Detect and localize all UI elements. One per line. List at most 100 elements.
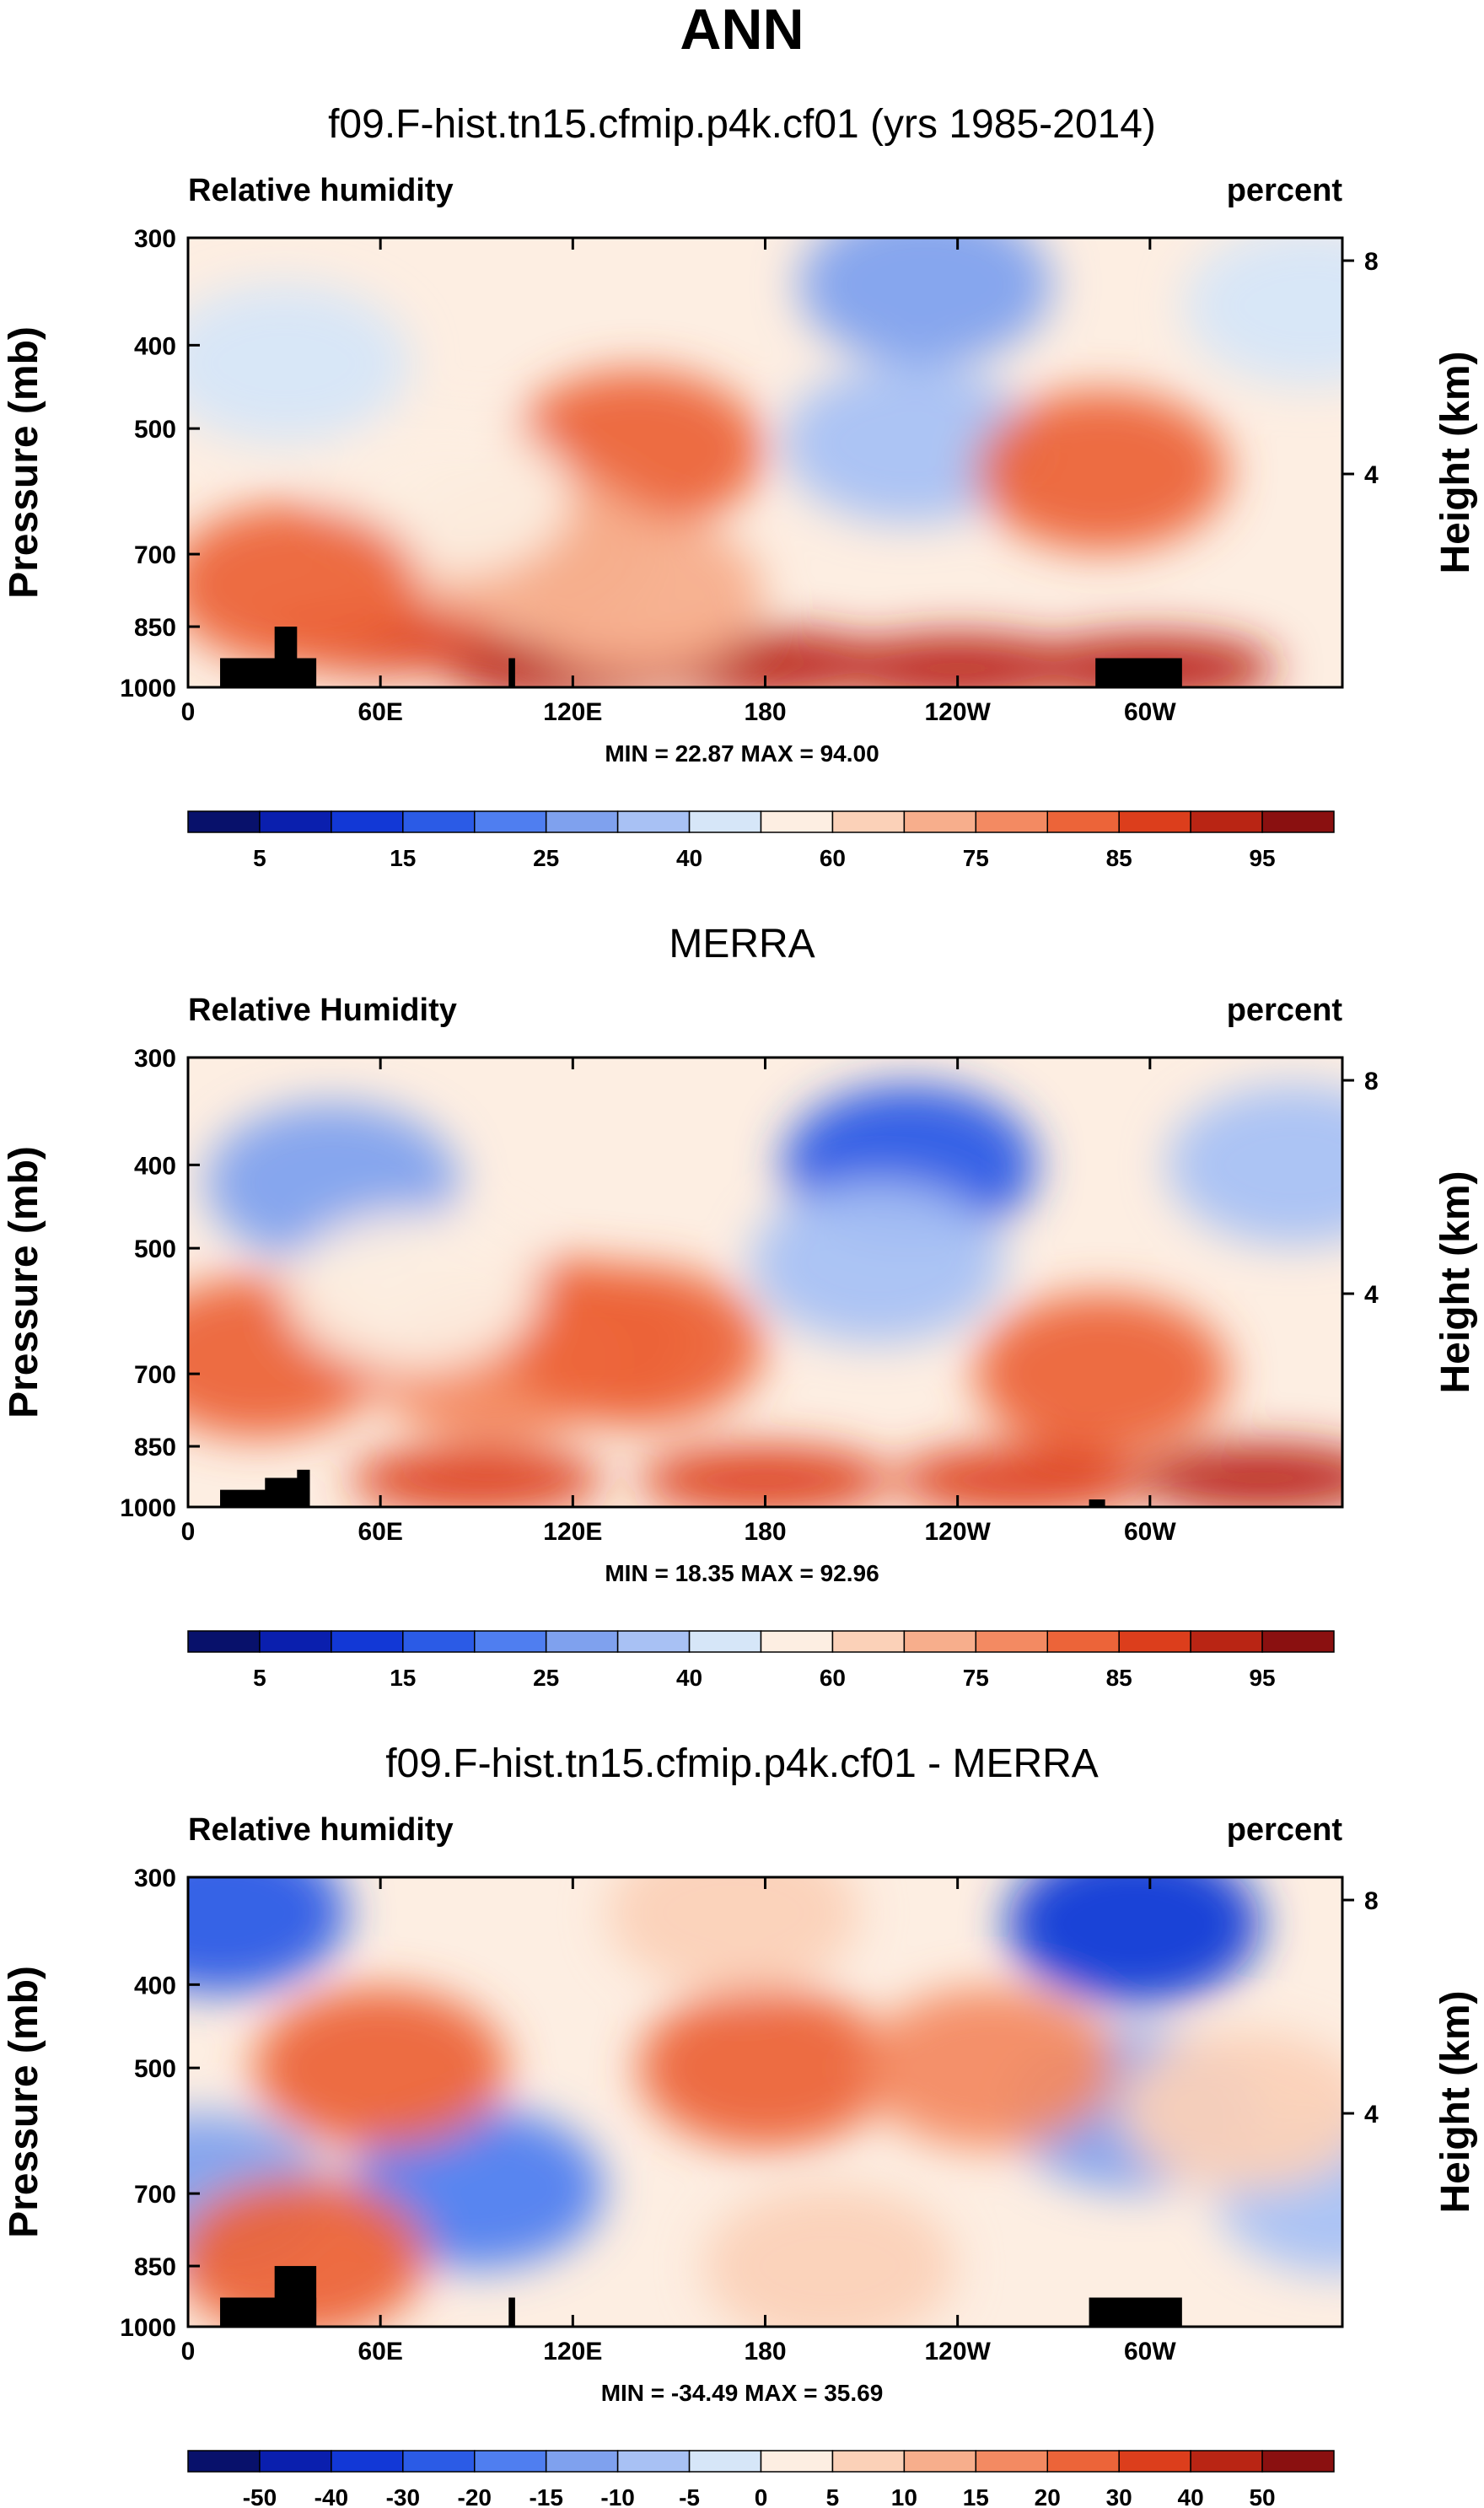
field-mark <box>1168 1084 1342 1246</box>
colorbar-label: 20 <box>1035 2484 1061 2508</box>
colorbar-swatch <box>688 2450 762 2473</box>
colorbar-swatch <box>259 1630 332 1653</box>
colorbar-swatch <box>1046 810 1120 833</box>
field-mark <box>286 1210 540 1371</box>
y2-tick-label: 4 <box>1364 2101 1379 2129</box>
panel-3: f09.F-hist.tn15.cfmip.p4k.cf01 - MERRA Re… <box>2 1741 1478 2508</box>
units-label: percent <box>1227 173 1343 208</box>
y-tick-label: 500 <box>134 2055 176 2083</box>
colorbar-swatch <box>975 2450 1048 2473</box>
field-mark <box>798 238 1052 365</box>
y-tick-label: 500 <box>134 416 176 444</box>
units-label: percent <box>1227 1812 1343 1848</box>
field-mark <box>975 1294 1229 1455</box>
colorbar-label: 25 <box>533 845 559 871</box>
field-mark <box>638 1445 892 1507</box>
colorbar-label: 30 <box>1106 2484 1132 2508</box>
colorbar-swatch <box>1190 2450 1263 2473</box>
colorbar-swatch <box>975 1630 1048 1653</box>
panel-subtitle: f09.F-hist.tn15.cfmip.p4k.cf01 - MERRA <box>385 1741 1099 1786</box>
y2-tick-label: 4 <box>1364 1281 1379 1309</box>
figure-title: ANN <box>680 0 804 62</box>
y-tick-label: 300 <box>134 1045 176 1073</box>
field-mark <box>188 1877 347 1994</box>
min-max-stats: MIN = 22.87 MAX = 94.00 <box>605 740 879 767</box>
field-mark <box>702 2186 956 2327</box>
y-tick-label: 400 <box>134 332 176 360</box>
colorbar-label: 60 <box>820 1665 846 1691</box>
colorbar-swatch <box>688 810 762 833</box>
field-mark <box>1135 1444 1342 1507</box>
y-tick-label: 1000 <box>120 675 176 702</box>
topography-mask <box>274 2266 317 2327</box>
panel-2: MERRA Relative Humidity percent 0 60E 120E 180… <box>2 922 1478 1691</box>
colorbar-swatch <box>331 810 404 833</box>
x-tick-label: 180 <box>744 698 786 726</box>
y-axis-title: Pressure (mb) <box>2 1966 46 2238</box>
colorbar-swatch <box>545 2450 619 2473</box>
panel-1: f09.F-hist.tn15.cfmip.p4k.cf01 (yrs 1985… <box>2 102 1478 871</box>
y-tick-label: 850 <box>134 2253 176 2281</box>
colorbar-label: 10 <box>891 2484 917 2508</box>
colorbar-label: 5 <box>253 1665 266 1691</box>
colorbar-label: 40 <box>1178 2484 1204 2508</box>
colorbar-swatch <box>760 810 834 833</box>
y-tick-label: 400 <box>134 1972 176 1999</box>
colorbar-swatch <box>402 1630 476 1653</box>
colorbar-swatch <box>474 810 547 833</box>
y-tick-label: 500 <box>134 1235 176 1263</box>
y-axis-title: Pressure (mb) <box>2 326 46 599</box>
colorbar-label: -10 <box>600 2484 634 2508</box>
y-tick-label: 1000 <box>120 2314 176 2342</box>
field-mark <box>1007 1877 1261 2005</box>
min-max-stats: MIN = 18.35 MAX = 92.96 <box>605 1560 879 1586</box>
colorbar: -50 -40 -30 -20 -15 -10 -5 0 5 10 15 20 30 40 50 <box>187 2450 1335 2508</box>
topography-mask <box>1089 2297 1182 2327</box>
y2-tick-label: 8 <box>1364 248 1379 276</box>
colorbar-label: -15 <box>529 2484 562 2508</box>
contour-field <box>188 1058 1342 1507</box>
field-mark <box>895 1445 1148 1507</box>
contour-field <box>188 1877 1342 2327</box>
field-mark <box>831 634 1084 687</box>
y2-tick-label: 8 <box>1364 1068 1379 1095</box>
x-tick-label: 60E <box>358 2338 402 2365</box>
x-tick-label: 60E <box>358 1518 402 1546</box>
y-tick-label: 700 <box>134 541 176 569</box>
field-mark <box>510 514 764 675</box>
colorbar-swatch <box>1190 810 1263 833</box>
colorbar-label: 25 <box>533 1665 559 1691</box>
colorbar-label: 95 <box>1249 1665 1275 1691</box>
colorbar-label: 15 <box>963 2484 989 2508</box>
colorbar-label: -40 <box>315 2484 348 2508</box>
colorbar-swatch <box>1046 1630 1120 1653</box>
field-mark <box>510 1266 764 1427</box>
colorbar-swatch <box>903 810 977 833</box>
colorbar-swatch <box>831 810 906 833</box>
colorbar-swatch <box>903 2450 977 2473</box>
colorbar-swatch <box>1190 1630 1263 1653</box>
y2-axis-title: Height (km) <box>1433 1171 1478 1394</box>
field-mark <box>1119 2030 1342 2191</box>
topography-mask <box>274 627 298 687</box>
x-tick-label: 120W <box>924 2338 991 2365</box>
colorbar-label: 5 <box>826 2484 840 2508</box>
x-tick-label: 60E <box>358 698 402 726</box>
x-tick-label: 60W <box>1124 2338 1176 2365</box>
units-label: percent <box>1227 993 1343 1028</box>
field-mark <box>254 1988 508 2149</box>
colorbar-swatch <box>688 1630 762 1653</box>
colorbar-swatch <box>545 810 619 833</box>
topography-mask <box>297 1469 310 1507</box>
y-tick-label: 700 <box>134 1361 176 1389</box>
y-tick-label: 850 <box>134 614 176 642</box>
x-tick-label: 120W <box>924 1518 991 1546</box>
variable-label: Relative Humidity <box>188 993 457 1028</box>
x-tick-label: 0 <box>181 2338 196 2365</box>
colorbar-label: 15 <box>390 1665 416 1691</box>
topography-mask <box>1095 658 1182 687</box>
colorbar-swatch <box>1118 2450 1191 2473</box>
colorbar-label: -30 <box>386 2484 420 2508</box>
colorbar-label: 0 <box>755 2484 768 2508</box>
